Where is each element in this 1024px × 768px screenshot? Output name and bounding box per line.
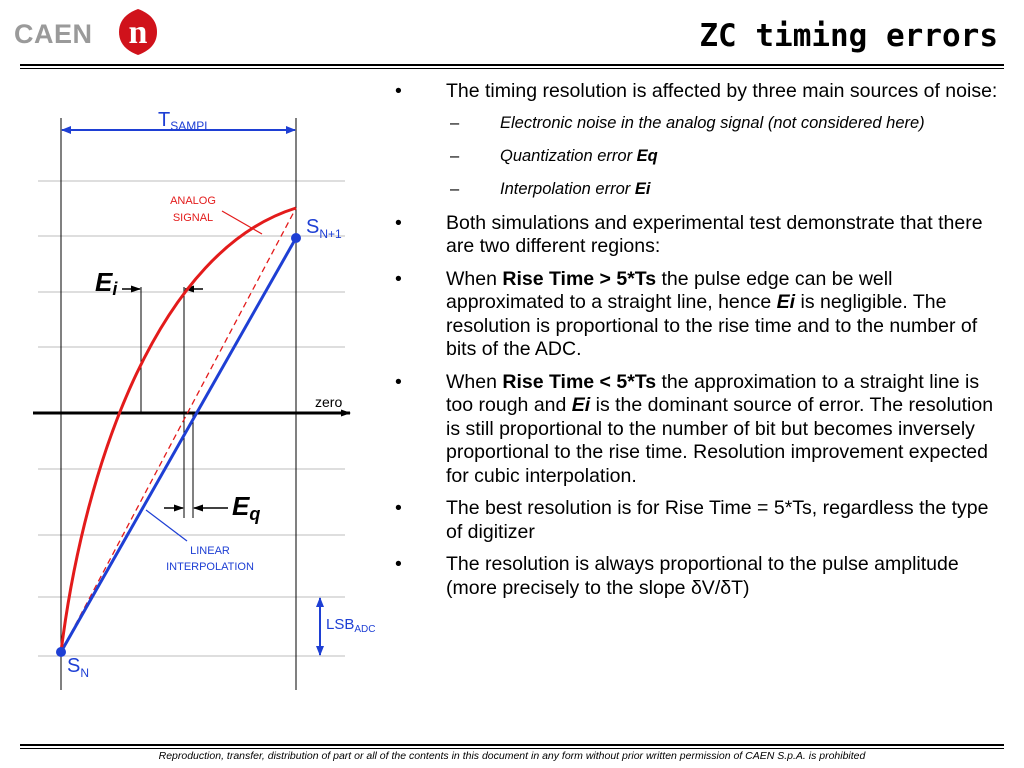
footer-notice: Reproduction, transfer, distribution of … bbox=[158, 750, 866, 762]
bullet-text: When bbox=[446, 267, 503, 290]
zero-label: zero bbox=[315, 394, 342, 410]
bullet-text: the pulse edge can be well approximated … bbox=[446, 267, 893, 314]
bullet-text: When bbox=[446, 370, 503, 393]
footer-rule bbox=[20, 744, 1004, 746]
bullet-dot: • bbox=[395, 211, 402, 234]
bullet-text: ) bbox=[743, 576, 750, 599]
bullet-item: • The timing resolution is affected by t… bbox=[395, 80, 1010, 104]
grid-lines bbox=[38, 180, 345, 657]
dash-marker: – bbox=[450, 179, 460, 198]
sub-bullet-item: – Electronic noise in the analog signal … bbox=[395, 113, 1010, 133]
bullet-bold-italic: Ei bbox=[776, 291, 796, 313]
linear-interp-pointer bbox=[145, 509, 188, 542]
bullet-text: the approximation to a straight line is … bbox=[446, 370, 980, 417]
logo-text: CAEN bbox=[14, 19, 93, 49]
dashed-chord bbox=[60, 207, 297, 653]
bullet-item: • The resolution is always proportional … bbox=[395, 553, 1010, 600]
sub-bullet-bold: Ei bbox=[634, 179, 651, 198]
sample-point-n1 bbox=[291, 233, 301, 243]
bullet-bold: Rise Time < 5*Ts bbox=[502, 370, 657, 393]
sub-bullet-bold: Eq bbox=[636, 146, 658, 165]
bullet-item: • Both simulations and experimental test… bbox=[395, 212, 1010, 259]
bullet-text: The timing resolution is affected by thr… bbox=[446, 80, 998, 102]
t-sampl-label: TSAMPL bbox=[158, 109, 211, 133]
s-n1-label: SN+1 bbox=[306, 216, 342, 241]
page-title: ZC timing errors bbox=[699, 18, 998, 54]
bullet-item: • The best resolution is for Rise Time =… bbox=[395, 497, 1010, 544]
sample-point-n bbox=[56, 647, 66, 657]
analog-signal-curve bbox=[59, 206, 297, 653]
linear-interpolation-line bbox=[59, 237, 298, 653]
header-rule-thin bbox=[20, 68, 1004, 69]
analog-signal-pointer bbox=[221, 210, 263, 235]
bullet-text: is negligible. The resolution is proport… bbox=[446, 291, 978, 360]
sub-bullet-text: Interpolation error bbox=[500, 179, 635, 198]
eq-label: Eq bbox=[232, 491, 260, 524]
linear-interp-label-1: LINEAR bbox=[190, 545, 230, 557]
bullet-bold: Rise Time > 5*Ts bbox=[502, 267, 657, 290]
dash-marker: – bbox=[450, 146, 460, 165]
ei-label: Ei bbox=[95, 267, 118, 299]
sub-bullet-text: Electronic noise in the analog signal (n… bbox=[500, 113, 925, 132]
footer-rule-thin bbox=[20, 748, 1004, 749]
bullet-dot: • bbox=[395, 497, 402, 519]
s-n-label: SN bbox=[67, 655, 89, 680]
zc-timing-diagram: TSAMPL zero Ei Eq SN+1 SN ANALOG SIGNAL … bbox=[33, 109, 375, 690]
bullet-text: Both simulations and experimental test d… bbox=[446, 211, 983, 258]
linear-interp-label-2: INTERPOLATION bbox=[166, 561, 254, 573]
analog-signal-label-1: ANALOG bbox=[170, 195, 216, 207]
dash-marker: – bbox=[450, 113, 460, 132]
bullet-dot: • bbox=[395, 80, 402, 102]
bullet-dot: • bbox=[395, 553, 402, 575]
sub-bullet-text: Quantization error bbox=[500, 146, 637, 165]
bullet-text: is the dominant source of error. The res… bbox=[446, 394, 994, 487]
bullet-text: The best resolution is for Rise Time = 5… bbox=[446, 497, 989, 543]
bullet-item: • When Rise Time < 5*Ts the approximatio… bbox=[395, 371, 1010, 489]
caen-n-icon: n bbox=[119, 9, 157, 55]
bullet-item: • When Rise Time > 5*Ts the pulse edge c… bbox=[395, 268, 1010, 362]
sub-bullet-item: – Quantization error Eq bbox=[395, 146, 1010, 166]
analog-signal-label-2: SIGNAL bbox=[173, 212, 213, 224]
bullet-dot: • bbox=[395, 267, 402, 290]
header-rule bbox=[20, 64, 1004, 66]
bullet-text: The resolution is always proportional to… bbox=[446, 553, 959, 599]
caen-logo: CAEN n bbox=[14, 8, 164, 60]
logo-mark: n bbox=[129, 14, 148, 51]
bullet-bold-italic: Ei bbox=[571, 394, 591, 416]
sub-bullet-item: – Interpolation error Ei bbox=[395, 179, 1010, 199]
slope-formula: δV/δT bbox=[690, 576, 743, 599]
bullet-list: • The timing resolution is affected by t… bbox=[395, 80, 1010, 609]
lsb-label: LSBADC bbox=[326, 616, 375, 635]
bullet-dot: • bbox=[395, 370, 402, 393]
